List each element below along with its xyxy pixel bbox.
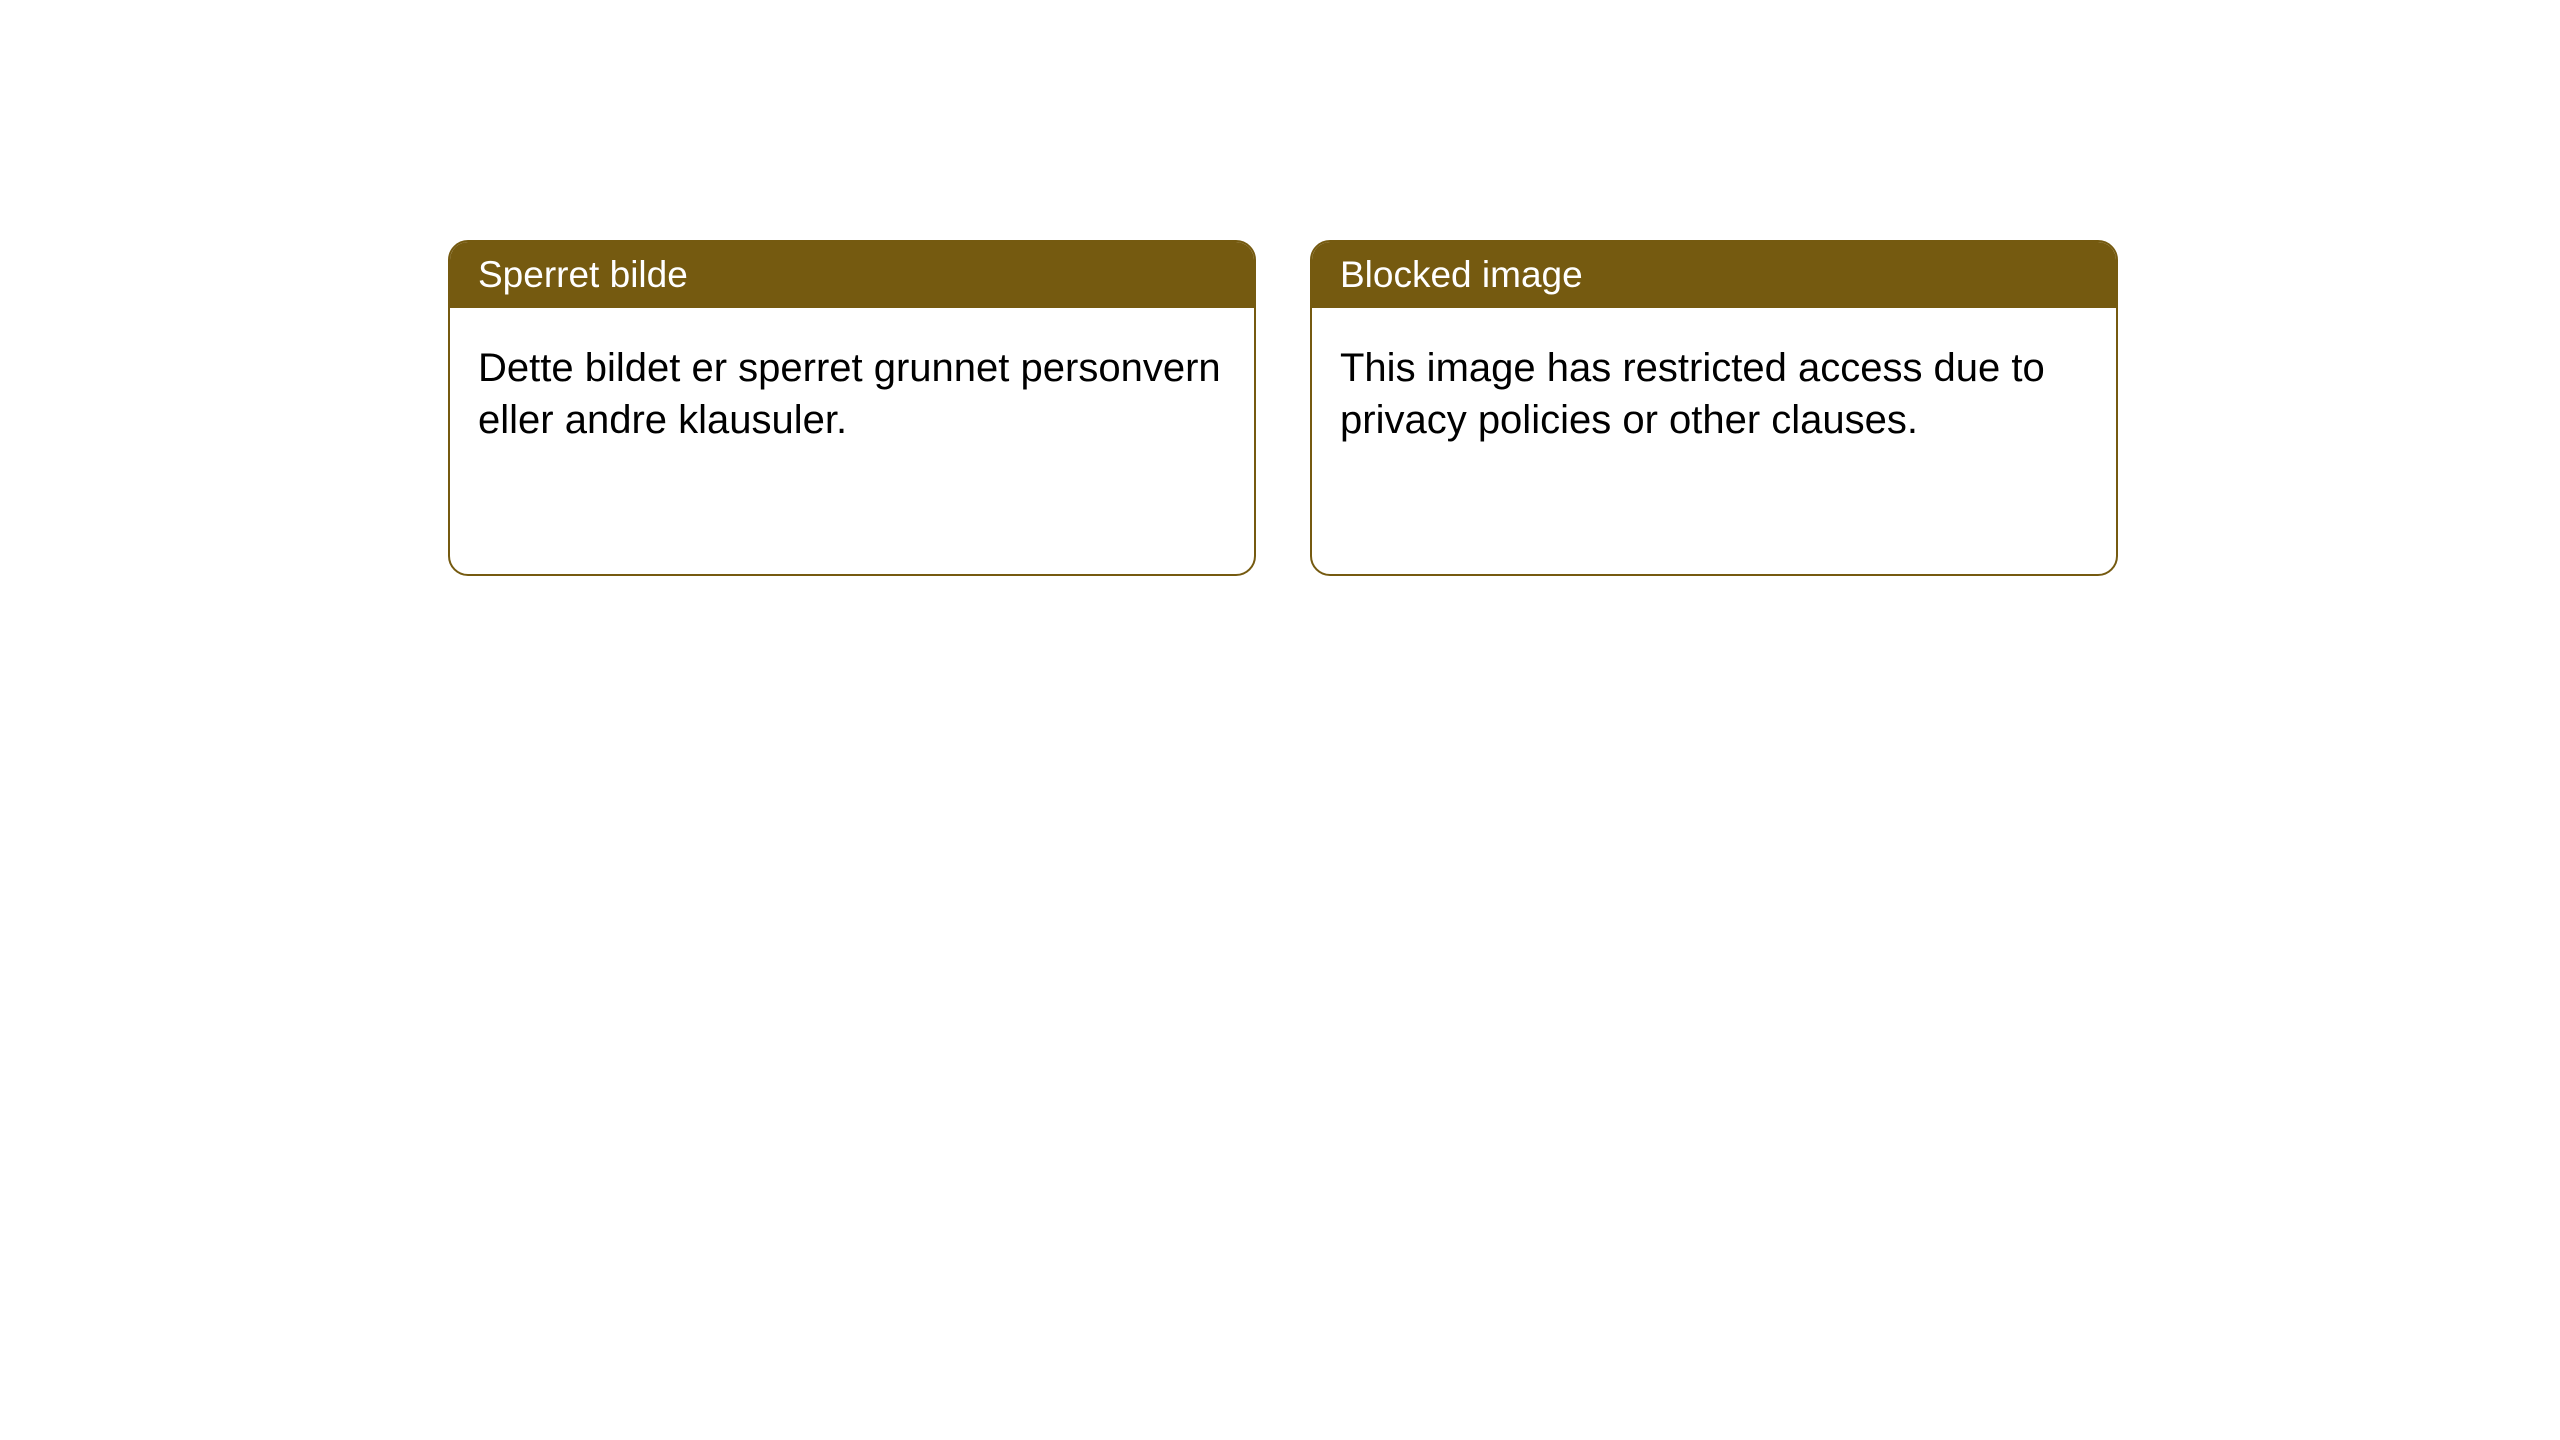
- card-body-no: Dette bildet er sperret grunnet personve…: [450, 308, 1254, 480]
- card-body-en: This image has restricted access due to …: [1312, 308, 2116, 480]
- card-header-en: Blocked image: [1312, 242, 2116, 308]
- card-header-no: Sperret bilde: [450, 242, 1254, 308]
- blocked-image-card-en: Blocked image This image has restricted …: [1310, 240, 2118, 576]
- blocked-image-card-no: Sperret bilde Dette bildet er sperret gr…: [448, 240, 1256, 576]
- notice-container: Sperret bilde Dette bildet er sperret gr…: [0, 0, 2560, 576]
